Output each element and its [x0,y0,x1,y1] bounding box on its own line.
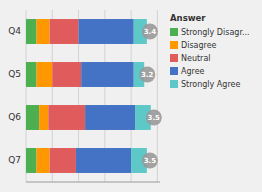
bar-segment [85,105,135,130]
legend-label: Disagree [181,41,217,50]
legend-label: Strongly Disagr... [181,28,250,37]
annotation-badge [142,24,158,40]
bar-segment [26,62,37,87]
bar-segment [39,105,48,130]
bar-segment [37,19,50,44]
annotation: 3.5 [148,114,161,122]
bar-segment [50,148,76,173]
legend-swatch [170,54,178,62]
bars [26,19,151,173]
bar-segment [37,148,50,173]
bar-segment [52,62,81,87]
y-tick-labels: Q7 Q6 Q5 Q4 [8,26,21,165]
bar-segment [37,62,53,87]
grid-line [157,10,158,182]
legend-swatch [170,67,178,75]
legend-label: Neutral [181,54,211,63]
annotation-badge [142,153,158,169]
x-axis-line [26,182,160,183]
legend-label: Agree [181,67,205,76]
bar-segment [81,62,134,87]
legend-label: Strongly Agree [181,80,240,89]
bar-segment [79,19,134,44]
annotation: 3.2 [141,71,154,79]
bar-segment [48,105,85,130]
bar-segment [26,148,37,173]
bar-segment [76,148,131,173]
annotation: 3.4 [144,28,157,36]
legend-swatch [170,41,178,49]
y-tick-label: Q4 [8,26,21,36]
annotation-badge [146,110,162,126]
bar-segment [26,19,37,44]
bar-segment [50,19,79,44]
chart: Q7 Q6 Q5 Q4 3.5 3.5 3.2 3.4 Answer Strongly Disag… [0,0,262,192]
background [0,0,262,192]
legend-title: Answer [170,13,206,23]
y-tick-label: Q6 [8,112,21,122]
annotations: 3.5 3.5 3.2 3.4 [139,24,162,169]
annotation: 3.5 [144,157,157,165]
y-tick-label: Q5 [8,69,21,79]
legend-swatch [170,80,178,88]
annotation-badge [139,67,155,83]
legend-swatch [170,28,178,36]
legend: Answer Strongly Disagr... Disagree Neutral A… [170,13,250,89]
bar-segment [26,105,39,130]
grid [26,10,157,182]
y-tick-label: Q7 [8,155,21,165]
